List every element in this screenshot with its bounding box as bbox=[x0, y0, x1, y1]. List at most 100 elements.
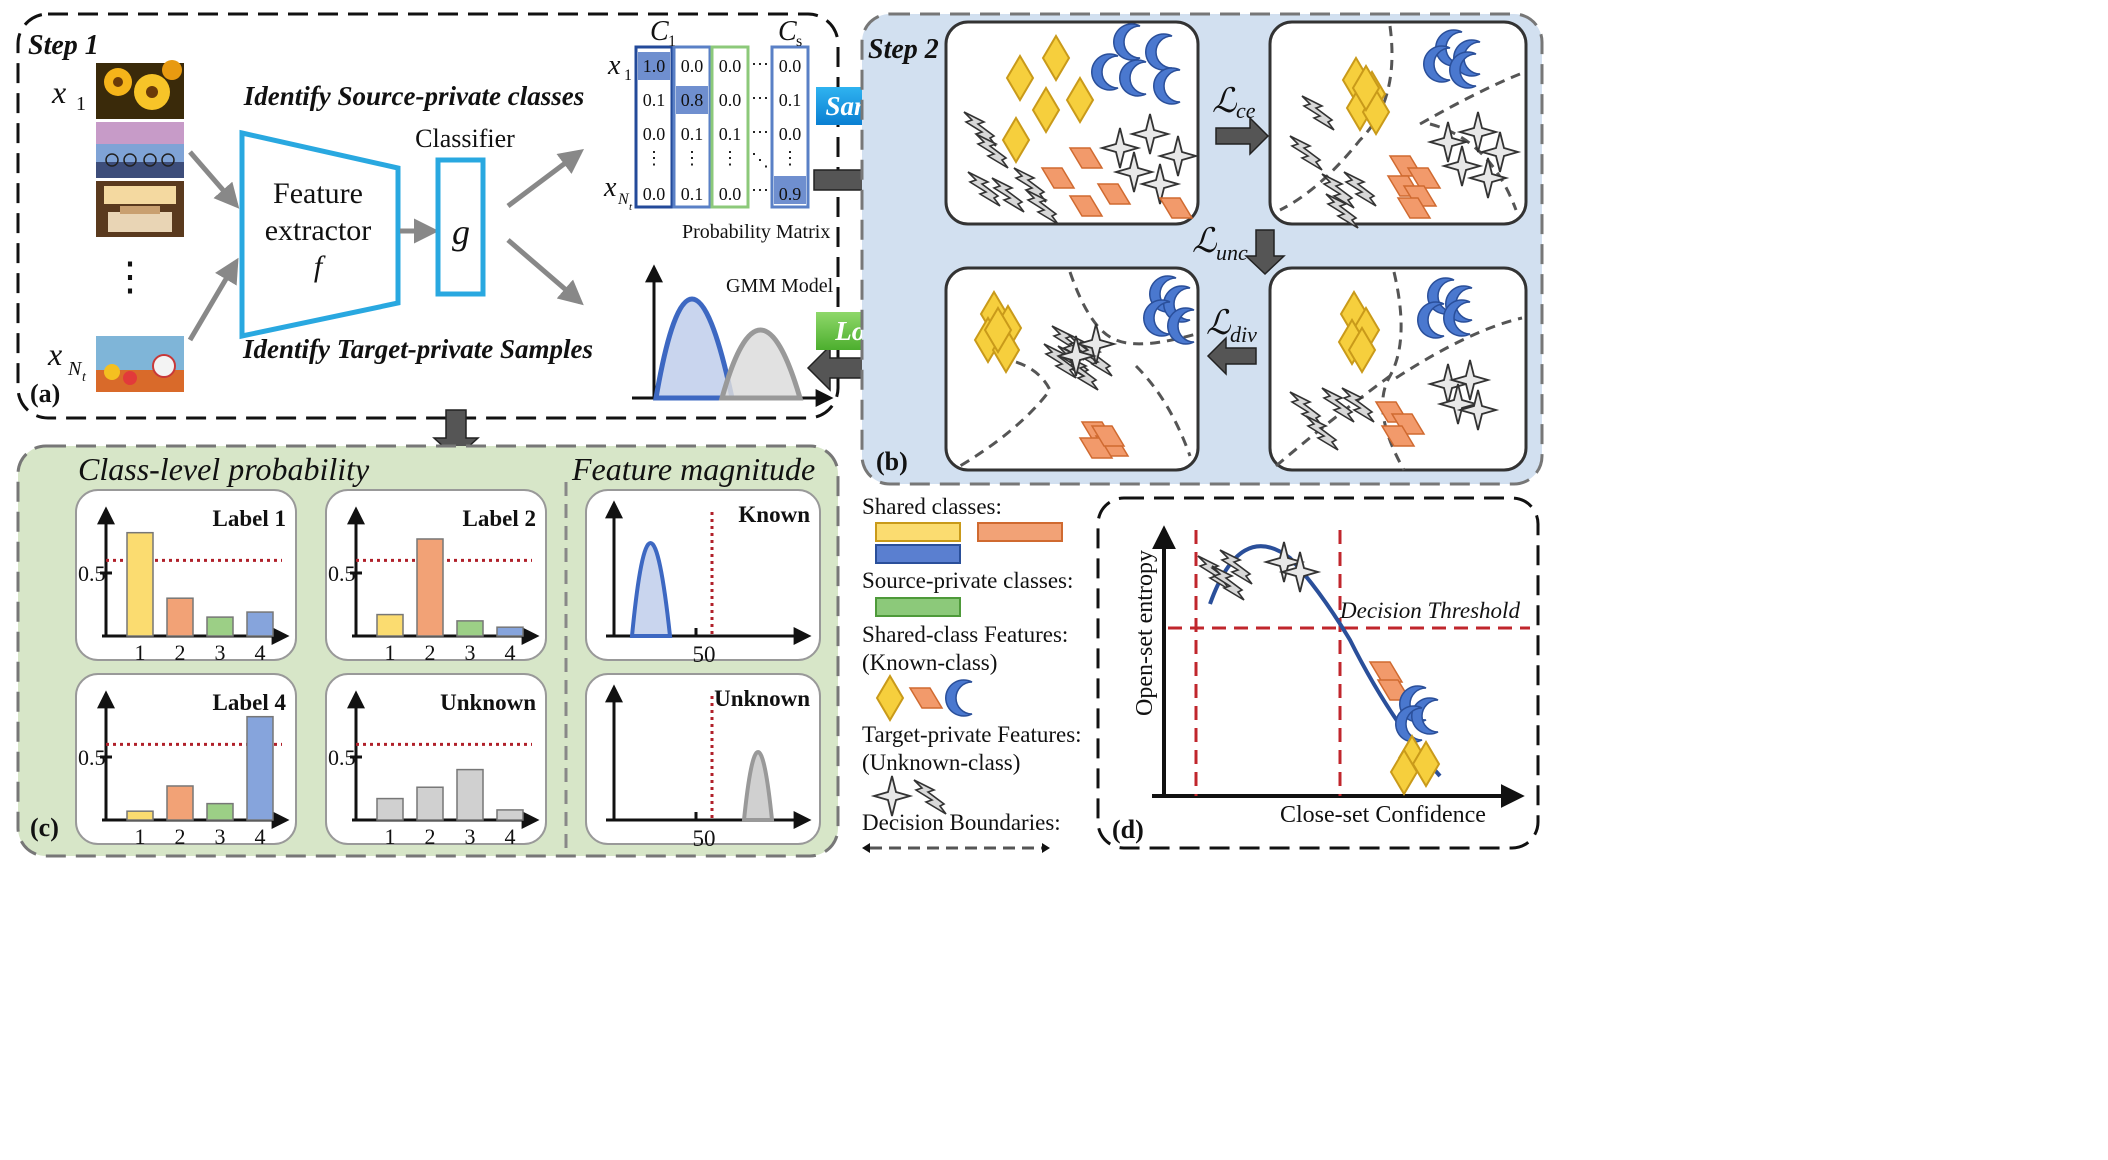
legend-swatch-orange bbox=[977, 522, 1063, 542]
chart-bar bbox=[416, 538, 444, 637]
chart-known-curve bbox=[629, 541, 673, 638]
matrix-highlight-x1 bbox=[638, 52, 670, 80]
gmm-unknown-curve bbox=[718, 327, 804, 401]
chart-title: Known bbox=[738, 502, 810, 527]
xnt-label-sub: N bbox=[67, 358, 83, 380]
arrow-images-to-extractor-top bbox=[188, 150, 240, 209]
chart-category-label: 1 bbox=[135, 824, 146, 849]
chart-bar bbox=[126, 531, 154, 637]
feature-extractor-line2: extractor bbox=[265, 214, 372, 247]
legend-swatch-yellow bbox=[875, 522, 961, 542]
matrix-caption: Probability Matrix bbox=[682, 221, 830, 243]
matrix-cell: 0.0 bbox=[719, 56, 742, 76]
legend-boundaries: Decision Boundaries: bbox=[862, 810, 1061, 835]
matrix-col-cs-sub: s bbox=[796, 33, 802, 50]
legend-shared-classes: Shared classes: bbox=[862, 494, 1002, 519]
legend-bolt-icon bbox=[913, 779, 947, 815]
legend-diamond-icon bbox=[876, 675, 904, 721]
classifier-title: Classifier bbox=[415, 124, 515, 153]
chart-bar bbox=[126, 810, 154, 821]
matrix-cell: 0.0 bbox=[643, 124, 666, 144]
loss-ce-sub: ce bbox=[1236, 98, 1256, 123]
matrix-cell: 0.0 bbox=[779, 124, 802, 144]
chart-bar bbox=[376, 797, 404, 821]
legend-shared-features: Shared-class Features: bbox=[862, 622, 1068, 647]
svg-text:⋯: ⋯ bbox=[751, 54, 769, 74]
gmm-known-curve bbox=[653, 296, 736, 401]
decision-threshold-label: Decision Threshold bbox=[1339, 598, 1520, 623]
chart-bar bbox=[496, 626, 524, 637]
legend-source-private: Source-private classes: bbox=[862, 568, 1073, 593]
chart-tick-label: 50 bbox=[693, 642, 716, 667]
chart-title: Unknown bbox=[440, 690, 536, 715]
loss-div-sub: div bbox=[1230, 322, 1257, 347]
chart-bar bbox=[456, 620, 484, 637]
matrix-col-cs: C bbox=[778, 16, 797, 47]
matrix-highlight-xnt bbox=[774, 176, 806, 204]
loss-div-symbol: ℒ bbox=[1206, 305, 1232, 342]
chart-tick-label: 50 bbox=[693, 826, 716, 851]
classifier-box bbox=[435, 157, 486, 297]
chart-bar bbox=[496, 809, 524, 821]
feature-space-initial bbox=[944, 20, 1200, 226]
probability-chart: 0.5 1 2 3 4 Label 1 bbox=[75, 489, 297, 665]
matrix-col-c1: C bbox=[650, 16, 669, 47]
magnitude-chart: 50 Known bbox=[585, 489, 821, 667]
panel-d-frame bbox=[1096, 496, 1540, 850]
arrow-div bbox=[1206, 336, 1257, 376]
matrix-row-x1-sub: 1 bbox=[624, 67, 632, 84]
chart-category-label: 2 bbox=[425, 640, 436, 665]
chart-category-label: 2 bbox=[175, 640, 186, 665]
probability-matrix: 1.0 0.0 0.0 0.0 0.1 0.8 0.0 0.1 0.0 0.1 0.1 0.0 0.0 0… bbox=[634, 45, 810, 209]
chart-category-label: 2 bbox=[175, 824, 186, 849]
chart-category-label: 4 bbox=[255, 640, 266, 665]
x1-label-sub: 1 bbox=[76, 93, 86, 115]
class-level-title: Class-level probability bbox=[78, 451, 370, 487]
matrix-cell: 0.9 bbox=[779, 184, 802, 204]
chart-tick-label: 0.5 bbox=[78, 745, 106, 770]
image-bedroom bbox=[96, 181, 184, 237]
chart-tick-label: 0.5 bbox=[328, 561, 356, 586]
gmm-caption: GMM Model bbox=[726, 275, 834, 297]
matrix-col-c1-sub: 1 bbox=[668, 33, 676, 50]
panel-b-label: (b) bbox=[876, 447, 908, 476]
chart-title: Label 2 bbox=[463, 506, 536, 531]
arrow-unc bbox=[1244, 229, 1286, 276]
arrow-images-to-extractor-bottom bbox=[187, 257, 239, 342]
legend-unknown-class: (Unknown-class) bbox=[862, 750, 1020, 775]
chart-unknown-curve bbox=[741, 750, 775, 822]
matrix-highlight-x2 bbox=[676, 86, 708, 114]
probability-chart: 0.5 1 2 3 4 Label 4 bbox=[75, 673, 297, 849]
legend-parallelogram-icon bbox=[909, 687, 943, 709]
probability-chart: 0.5 1 2 3 4 Unknown bbox=[325, 673, 547, 849]
matrix-cell: 0.1 bbox=[719, 124, 742, 144]
matrix-cell: 0.1 bbox=[681, 184, 704, 204]
matrix-cell: 0.0 bbox=[719, 90, 742, 110]
classifier-symbol: g bbox=[452, 212, 470, 252]
panel-a-label: (a) bbox=[30, 379, 60, 408]
matrix-row-xnt-sub: N bbox=[617, 191, 630, 208]
chart-title: Label 4 bbox=[213, 690, 287, 715]
matrix-cell: 0.0 bbox=[779, 56, 802, 76]
legend: Shared classes: Source-private classes: … bbox=[862, 494, 1082, 853]
panel-a: Step 1 (a) ⋮ bbox=[16, 12, 840, 420]
chart-card bbox=[75, 673, 297, 845]
panel-d-label: (d) bbox=[1112, 815, 1144, 844]
chart-category-label: 4 bbox=[255, 824, 266, 849]
chart-bar bbox=[166, 785, 194, 821]
chart-bar bbox=[416, 786, 444, 821]
identify-target-heading: Identify Target-private Samples bbox=[242, 334, 593, 364]
chart-tick-label: 0.5 bbox=[328, 745, 356, 770]
chart-category-label: 3 bbox=[465, 824, 476, 849]
panel-d: Decision Threshold Close-set Confidence … bbox=[1096, 496, 1540, 850]
svg-text:⋮: ⋮ bbox=[645, 148, 663, 168]
matrix-cell: 0.0 bbox=[643, 184, 666, 204]
arrow-classifier-to-matrix bbox=[506, 149, 584, 208]
feature-space-final bbox=[944, 266, 1200, 472]
chart-bar bbox=[206, 616, 234, 637]
loss-unc-symbol: ℒ bbox=[1192, 223, 1218, 260]
chart-category-label: 2 bbox=[425, 824, 436, 849]
chart-category-label: 3 bbox=[215, 640, 226, 665]
image-bicycles bbox=[96, 122, 184, 178]
